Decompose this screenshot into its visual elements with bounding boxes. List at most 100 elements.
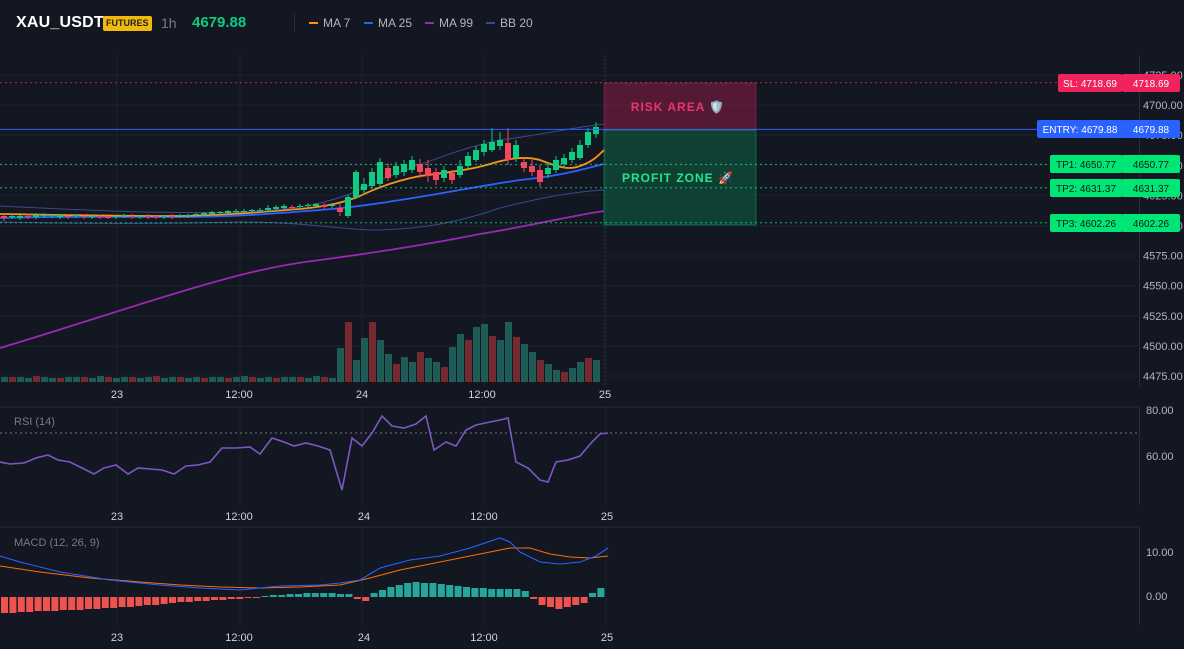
legend-ma25-label: MA 25 (378, 16, 413, 30)
volume-bar (321, 377, 328, 382)
price-tick: 4700.00 (1143, 100, 1183, 112)
macd-panel[interactable]: MACD (12, 26, 9) 10.00 0.00 (0, 537, 1174, 613)
macd-hist-bar (496, 589, 504, 597)
volume-bar (593, 360, 600, 382)
candle-body (81, 216, 87, 217)
volume-bar (201, 378, 208, 382)
volume-bar (105, 377, 112, 382)
chart-header: XAU_USDT FUTURES 1h 4679.88 MA 7 MA 25 M… (0, 0, 1184, 46)
candle-body (441, 170, 447, 178)
candle-body (113, 216, 119, 217)
macd-hist-bar (555, 597, 563, 609)
volume-bar (529, 352, 536, 382)
volume-bar (577, 362, 584, 382)
symbol-name[interactable]: XAU_USDT (16, 14, 104, 31)
volume-bar (433, 362, 440, 382)
volume-bar (305, 378, 312, 382)
candle-body (497, 140, 503, 146)
candle-body (185, 215, 191, 216)
timeframe-label[interactable]: 1h (161, 15, 177, 31)
volume-bar (417, 352, 424, 382)
macd-hist-bar (505, 589, 512, 597)
ma25-swatch-icon (364, 21, 373, 24)
volume-bar (1, 377, 8, 382)
candle-body (33, 215, 39, 217)
candle-body (329, 205, 335, 206)
macd-hist-bar (530, 597, 538, 599)
volume-bar (129, 377, 136, 382)
macd-hist-bar (51, 597, 59, 611)
ma7-swatch-icon (309, 21, 318, 24)
volume-bar (313, 376, 320, 382)
candle-body (505, 143, 511, 160)
volume-bar (481, 324, 488, 382)
tp2-tag-text: TP2: 4631.37 (1056, 184, 1116, 195)
sl-tag (1058, 74, 1122, 92)
tp2-tag (1050, 179, 1123, 197)
candle-body (577, 145, 583, 158)
profit-zone[interactable] (603, 129, 757, 226)
legend-ma99-label: MA 99 (439, 16, 474, 30)
macd-signal-line (0, 547, 609, 589)
candle-body (321, 205, 327, 207)
candle-body (89, 216, 95, 217)
trade-zones[interactable]: RISK AREA 🛡️ PROFIT ZONE 🚀 (603, 82, 757, 226)
volume-bar (505, 322, 512, 382)
volume-bar (553, 370, 560, 382)
volume-bar (193, 377, 200, 382)
price-tick: 4575.00 (1143, 251, 1183, 263)
candlesticks[interactable] (1, 122, 599, 221)
macd-hist-bar (538, 597, 546, 605)
volume-bar (33, 376, 40, 382)
candle-body (553, 160, 559, 170)
volume-bar (561, 372, 568, 382)
candle-body (345, 197, 351, 216)
time-label: 12:00 (225, 389, 253, 401)
legend-ma25[interactable]: MA 25 (364, 16, 412, 30)
legend-ma99[interactable]: MA 99 (425, 16, 473, 30)
volume-bar (521, 344, 528, 382)
volume-bar (273, 378, 280, 382)
legend-ma7[interactable]: MA 7 (309, 16, 350, 30)
volume-bar (17, 377, 24, 382)
macd-hist-bar (110, 597, 118, 608)
macd-hist-bar (463, 587, 470, 597)
candle-body (401, 164, 407, 172)
volume-bar (177, 377, 184, 382)
candle-body (73, 215, 79, 216)
volume-bar (289, 377, 296, 382)
macd-hist-bar (479, 588, 487, 597)
legend-bb20[interactable]: BB 20 (486, 16, 533, 30)
macd-hist-bar (9, 597, 17, 613)
candle-body (353, 172, 359, 197)
candle-body (305, 205, 311, 206)
candle-body (561, 158, 567, 164)
candle-body (169, 216, 175, 217)
macd-hist-bar (513, 589, 521, 597)
macd-hist-bar (311, 593, 319, 597)
candle-body (473, 150, 479, 160)
volume-bar (113, 378, 120, 382)
volume-bar (513, 337, 520, 382)
level-labels: SL: 4718.69 4718.69 ENTRY: 4679.88 4679.… (1037, 74, 1180, 232)
volume-bar (49, 378, 56, 382)
rsi-panel[interactable]: RSI (14) 80.00 60.00 (0, 405, 1174, 491)
candle-body (105, 216, 111, 218)
volume-bar (153, 376, 160, 382)
volume-bars (1, 322, 600, 382)
candle-body (97, 216, 103, 217)
candle-body (137, 216, 143, 217)
entry-tag (1037, 120, 1123, 138)
macd-hist-bar (93, 597, 101, 609)
macd-hist-bar (101, 597, 109, 608)
price-tick: 4475.00 (1143, 371, 1183, 383)
macd-hist-bar (404, 583, 412, 597)
macd-hist-bar (34, 597, 42, 611)
volume-bar (73, 377, 80, 382)
candle-body (57, 215, 63, 217)
macd-hist-bar (59, 597, 67, 610)
candle-body (273, 207, 279, 209)
level-lines[interactable] (0, 82, 1139, 224)
candle-body (289, 207, 295, 208)
